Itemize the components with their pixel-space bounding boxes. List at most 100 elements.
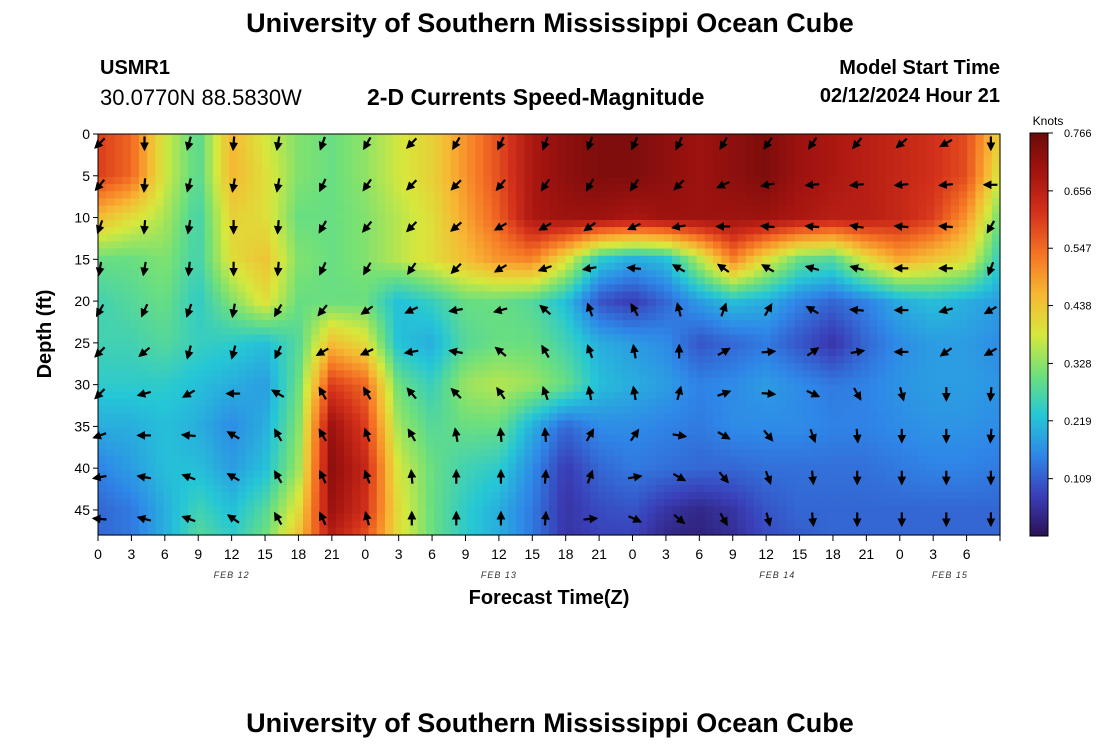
heatmap-cell [450,449,460,457]
heatmap-cell [130,284,140,293]
heatmap-cell [631,441,640,450]
heatmap-cell [795,406,804,414]
heatmap-cell [335,234,345,243]
heatmap-cell [598,155,607,164]
heatmap-cell [278,241,288,250]
heatmap-cell [647,162,657,171]
heatmap-cell [426,191,435,200]
heatmap-cell [393,449,402,457]
heatmap-cell [778,248,788,257]
heatmap-cell [335,198,345,207]
heatmap-cell [122,134,132,142]
heatmap-cell [516,427,525,436]
heatmap-cell [836,384,845,393]
heatmap-cell [836,176,845,185]
heatmap-cell [106,169,115,178]
heatmap-cell [967,212,976,221]
heatmap-cell [836,191,845,200]
heatmap-cell [786,363,796,371]
heatmap-cell [549,148,558,157]
heatmap-cell [713,348,722,357]
heatmap-cell [770,141,780,149]
heatmap-cell [680,449,689,457]
heatmap-cell [467,348,476,357]
heatmap-cell [770,191,780,200]
heatmap-cell [426,255,435,264]
heatmap-cell [180,305,189,314]
heatmap-cell [147,420,156,429]
heatmap-cell [967,370,976,379]
heatmap-cell [819,449,829,457]
heatmap-cell [672,398,681,407]
heatmap-cell [516,169,525,178]
heatmap-cell [573,248,583,257]
heatmap-cell [106,456,115,464]
heatmap-cell [426,212,435,221]
heatmap-cell [139,191,148,200]
heatmap-cell [155,155,165,164]
heatmap-cell [647,391,657,400]
heatmap-cell [393,219,402,228]
heatmap-cell [139,205,148,214]
heatmap-cell [770,427,780,436]
heatmap-cell [573,205,583,214]
heatmap-cell [155,413,165,422]
heatmap-cell [368,420,378,429]
heatmap-cell [368,398,378,407]
heatmap-cell [368,241,378,250]
heatmap-cell [672,355,681,364]
heatmap-cell [549,384,558,393]
heatmap-cell [631,363,640,371]
heatmap-cell [918,348,927,357]
heatmap-cell [221,291,230,300]
heatmap-cell [204,227,214,235]
heatmap-cell [639,441,648,450]
heatmap-cell [524,291,534,300]
heatmap-cell [795,162,804,171]
heatmap-cell [303,176,312,185]
heatmap-cell [598,320,607,328]
heatmap-cell [614,363,624,371]
heatmap-cell [590,148,599,157]
heatmap-cell [598,176,607,185]
heatmap-cell [155,270,165,278]
heatmap-cell [253,198,263,207]
heatmap-cell [557,227,566,235]
heatmap-cell [877,363,886,371]
heatmap-cell [614,355,624,364]
heatmap-cell [171,134,181,142]
heatmap-cell [811,449,821,457]
heatmap-cell [335,305,345,314]
heatmap-cell [959,441,968,450]
heatmap-cell [106,313,115,321]
heatmap-cell [278,169,288,178]
heatmap-cell [417,298,427,307]
heatmap-cell [499,277,509,285]
heatmap-cell [557,313,566,321]
heatmap-cell [393,320,402,328]
heatmap-cell [171,355,181,364]
heatmap-cell [467,427,476,436]
heatmap-cell [409,162,419,171]
heatmap-cell [286,327,296,336]
heatmap-cell [836,219,845,228]
heatmap-cell [196,456,206,464]
heatmap-cell [713,420,722,429]
heatmap-cell [991,341,1001,350]
heatmap-cell [754,313,763,321]
heatmap-cell [368,198,378,207]
heatmap-cell [352,255,361,264]
heatmap-cell [598,427,607,436]
heatmap-cell [737,241,747,250]
heatmap-cell [704,334,714,343]
heatmap-cell [696,441,706,450]
heatmap-cell [327,155,337,164]
heatmap-cell [959,212,968,221]
heatmap-cell [688,248,698,257]
heatmap-cell [532,413,542,422]
heatmap-cell [934,234,944,243]
heatmap-cell [385,270,394,278]
heatmap-cell [581,406,591,414]
heatmap-cell [262,441,271,450]
heatmap-cell [483,398,493,407]
